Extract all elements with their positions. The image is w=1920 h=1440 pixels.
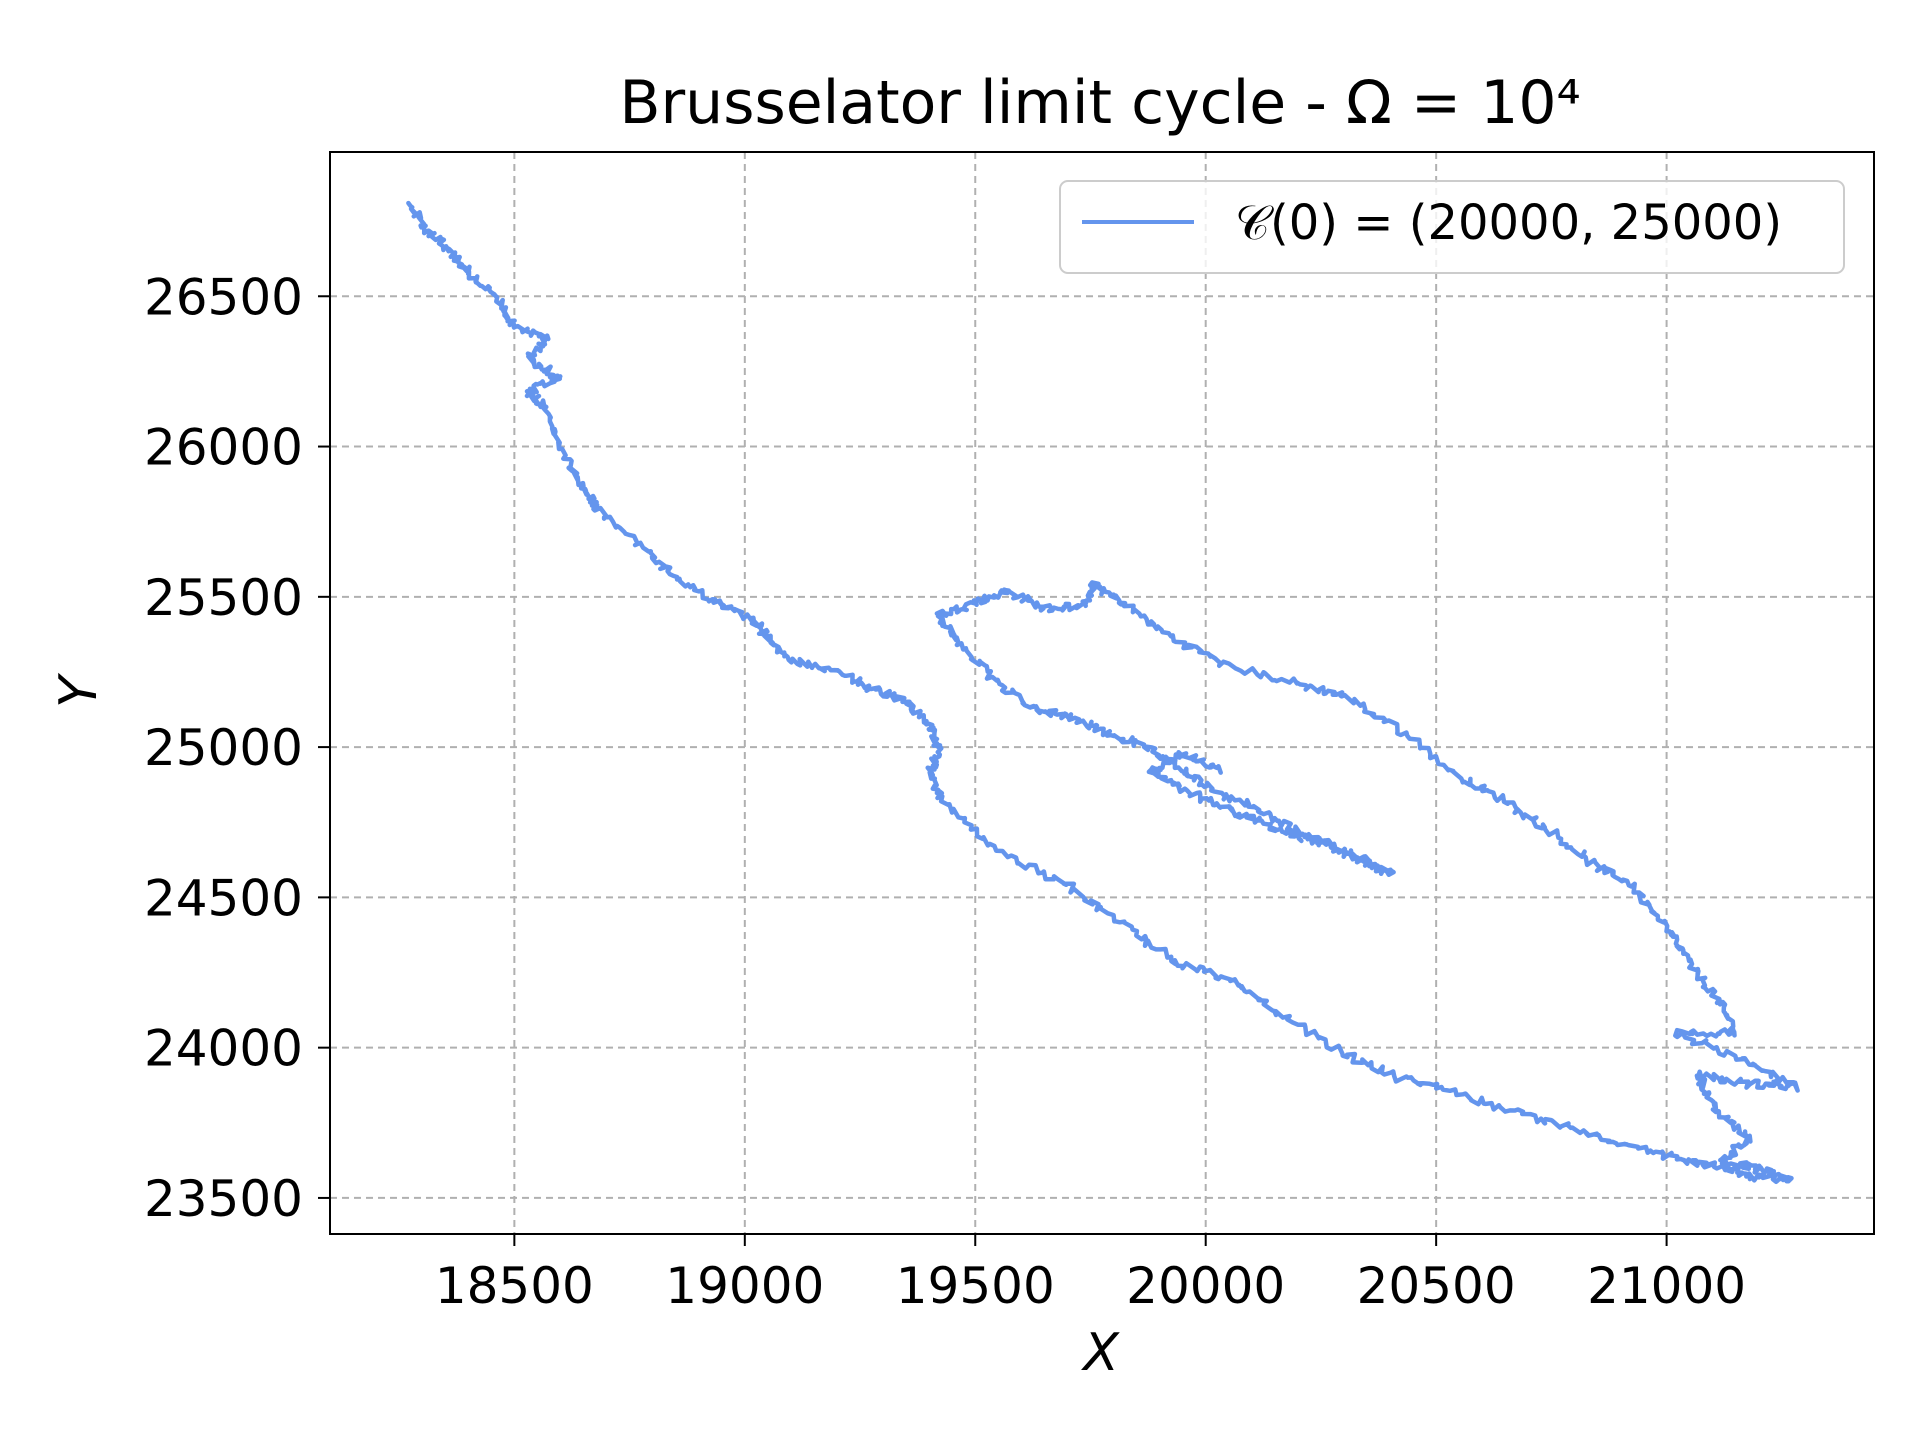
- x-tick-label: 21000: [1587, 1257, 1746, 1315]
- y-tick-label: 25500: [144, 569, 303, 627]
- x-tick-label: 18500: [435, 1257, 594, 1315]
- legend-series-label: 𝒞(0) = (20000, 25000): [1235, 195, 1782, 251]
- series-layer: [406, 200, 1800, 1185]
- plot-frame: [329, 151, 1875, 1235]
- y-axis-label: Y: [49, 672, 109, 708]
- series-line-0: [406, 200, 1800, 1185]
- y-tick-label: 26000: [144, 419, 303, 477]
- x-tick-label: 20500: [1357, 1257, 1516, 1315]
- x-tick-label: 19000: [665, 1257, 824, 1315]
- legend: 𝒞(0) = (20000, 25000): [1059, 180, 1845, 274]
- y-tick-label: 24000: [144, 1020, 303, 1078]
- y-tick-label: 25000: [144, 719, 303, 777]
- legend-box: [1059, 180, 1845, 274]
- y-tick-label: 23500: [144, 1170, 303, 1228]
- x-axis-label: X: [1080, 1323, 1120, 1383]
- y-tick-label: 26500: [144, 268, 303, 326]
- x-tick-label: 20000: [1126, 1257, 1285, 1315]
- tick-layer: 18500 19000 19500 20000 20500 21000 23500 24000…: [144, 268, 1746, 1315]
- chart-title: Brusselator limit cycle - Ω = 10⁴: [619, 68, 1580, 138]
- grid-layer: [330, 152, 1874, 1234]
- x-tick-label: 19500: [896, 1257, 1055, 1315]
- y-tick-label: 24500: [144, 869, 303, 927]
